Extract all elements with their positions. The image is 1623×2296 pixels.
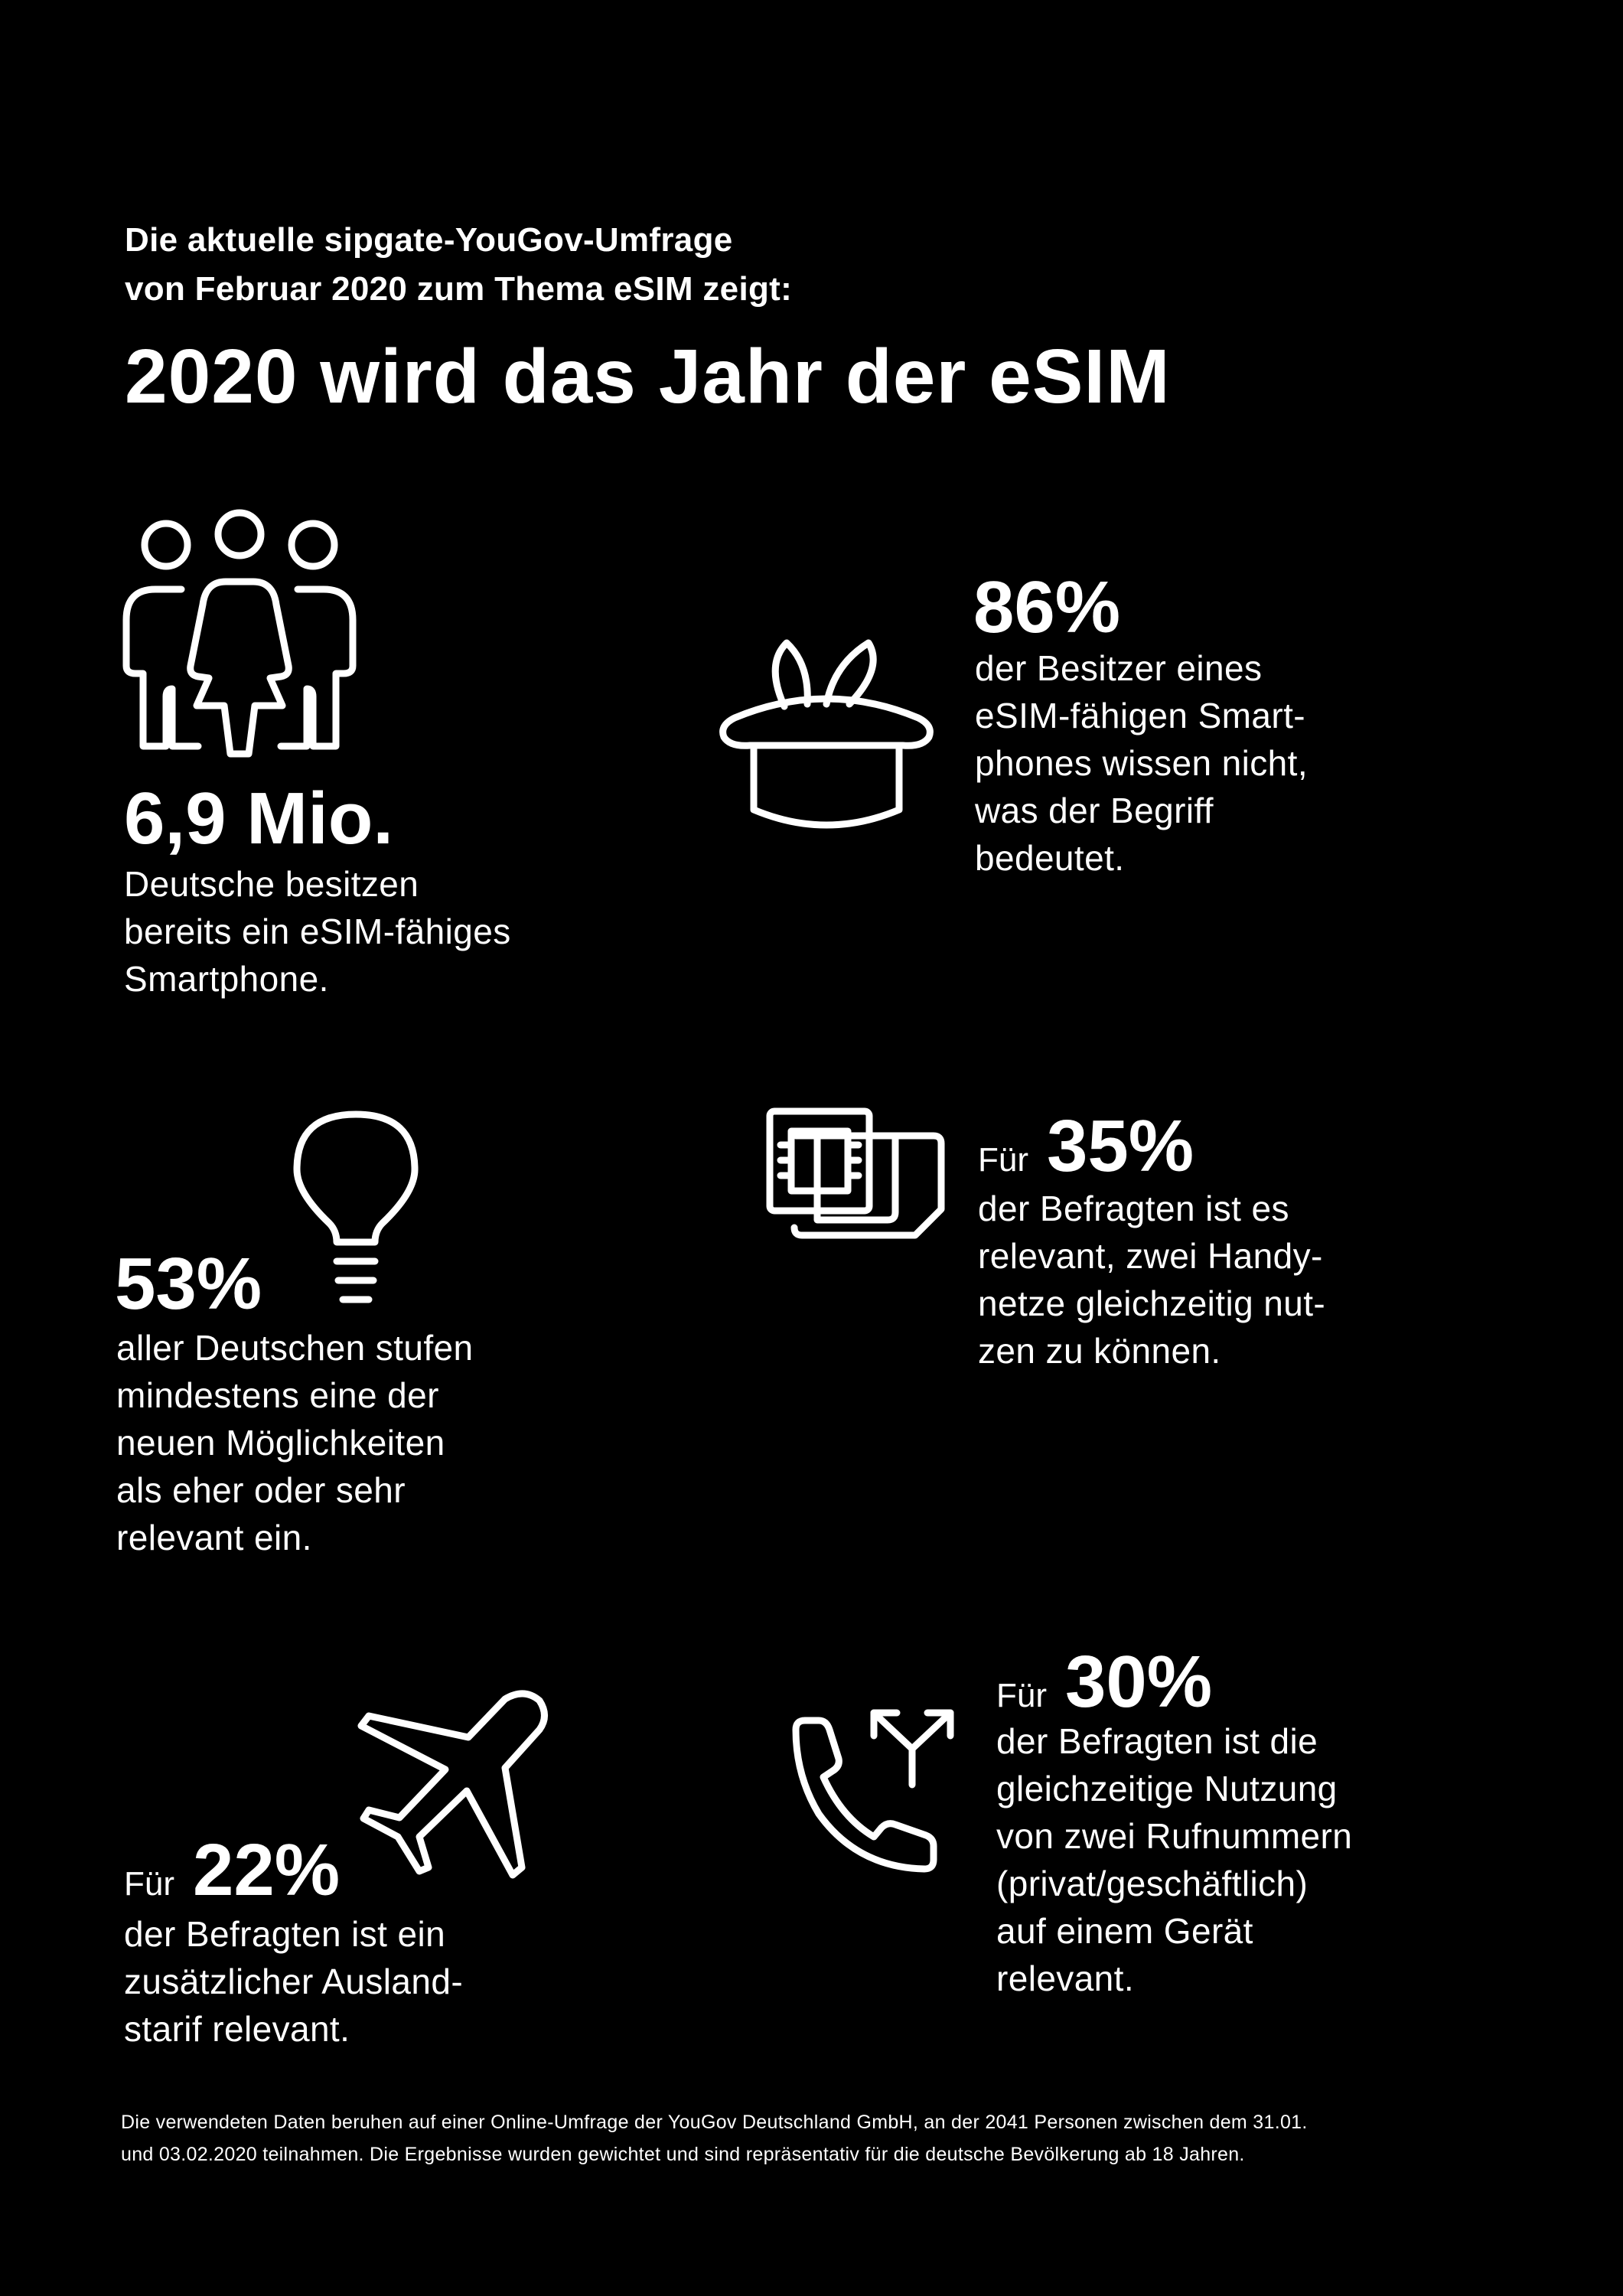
- description-line: gleichzeitige Nutzung: [996, 1769, 1338, 1808]
- stat-prefix: Für: [996, 1677, 1047, 1714]
- stat-number: 22%: [193, 1829, 341, 1911]
- dual-sim-icon: [765, 1105, 949, 1243]
- stat-value-86: 86%: [973, 566, 1121, 648]
- source-footnote: Die verwendeten Daten beruhen auf einer …: [121, 2106, 1308, 2170]
- magic-hat-icon: [719, 634, 934, 848]
- stat-number: 35%: [1047, 1105, 1194, 1187]
- description-line: bedeutet.: [975, 838, 1125, 878]
- description-line: der Befragten ist ein: [124, 1914, 446, 1954]
- description-line: starif relevant.: [124, 2009, 350, 2049]
- description-line: Deutsche besitzen: [124, 864, 419, 904]
- description-line: phones wissen nicht,: [975, 743, 1309, 783]
- description-line: relevant.: [996, 1958, 1135, 1998]
- stat-value-53: 53%: [115, 1243, 262, 1325]
- intro-line-1: Die aktuelle sipgate-YouGov-Umfrage: [125, 221, 733, 259]
- stat-value-30: Für 30%: [996, 1641, 1212, 1737]
- footnote-line-1: Die verwendeten Daten beruhen auf einer …: [121, 2112, 1308, 2133]
- description-line: mindestens eine der: [116, 1375, 439, 1415]
- description-line: netze gleichzeitig nut-: [978, 1283, 1326, 1323]
- description-line: relevant, zwei Handy-: [978, 1236, 1323, 1276]
- description-line: als eher oder sehr: [116, 1470, 406, 1510]
- stat-description-86: der Besitzer eines eSIM-fähigen Smart- p…: [975, 644, 1308, 882]
- description-line: neuen Möglichkeiten: [116, 1423, 445, 1463]
- description-line: der Besitzer eines: [975, 648, 1263, 688]
- survey-intro: Die aktuelle sipgate-YouGov-Umfrage von …: [125, 216, 792, 314]
- page-title: 2020 wird das Jahr der eSIM: [125, 334, 1171, 419]
- description-line: (privat/geschäftlich): [996, 1864, 1309, 1903]
- description-line: zusätzlicher Ausland-: [124, 1962, 464, 2001]
- stat-value-6-9-mio: 6,9 Mio.: [124, 778, 394, 859]
- people-group-icon: [119, 505, 363, 765]
- stat-description-30: der Befragten ist die gleichzeitige Nutz…: [996, 1717, 1352, 2002]
- airplane-icon: [352, 1684, 559, 1883]
- description-line: der Befragten ist die: [996, 1721, 1318, 1761]
- footnote-line-2: und 03.02.2020 teilnahmen. Die Ergebniss…: [121, 2144, 1245, 2165]
- stat-description-35: der Befragten ist es relevant, zwei Hand…: [978, 1185, 1325, 1375]
- description-line: relevant ein.: [116, 1518, 312, 1557]
- description-line: der Befragten ist es: [978, 1189, 1289, 1228]
- stat-description-22: der Befragten ist ein zusätzlicher Ausla…: [124, 1910, 463, 2053]
- intro-line-2: von Februar 2020 zum Thema eSIM zeigt:: [125, 270, 793, 308]
- description-line: auf einem Gerät: [996, 1911, 1253, 1951]
- lightbulb-icon: [291, 1108, 421, 1315]
- description-line: bereits ein eSIM-fähiges: [124, 912, 511, 951]
- stat-description-6-9-mio: Deutsche besitzen bereits ein eSIM-fähig…: [124, 860, 511, 1003]
- description-line: was der Begriff: [975, 791, 1214, 830]
- stat-value-35: Für 35%: [978, 1105, 1194, 1202]
- stat-prefix: Für: [978, 1141, 1028, 1179]
- stat-number: 30%: [1065, 1641, 1213, 1723]
- stat-prefix: Für: [124, 1865, 174, 1903]
- stat-description-53: aller Deutschen stufen mindestens eine d…: [116, 1324, 474, 1561]
- stat-value-22: Für 22%: [124, 1829, 340, 1926]
- description-line: aller Deutschen stufen: [116, 1328, 474, 1368]
- description-line: Smartphone.: [124, 959, 329, 999]
- description-line: von zwei Rufnummern: [996, 1816, 1353, 1856]
- description-line: zen zu können.: [978, 1331, 1221, 1371]
- phone-split-icon: [788, 1676, 964, 1875]
- description-line: eSIM-fähigen Smart-: [975, 696, 1305, 735]
